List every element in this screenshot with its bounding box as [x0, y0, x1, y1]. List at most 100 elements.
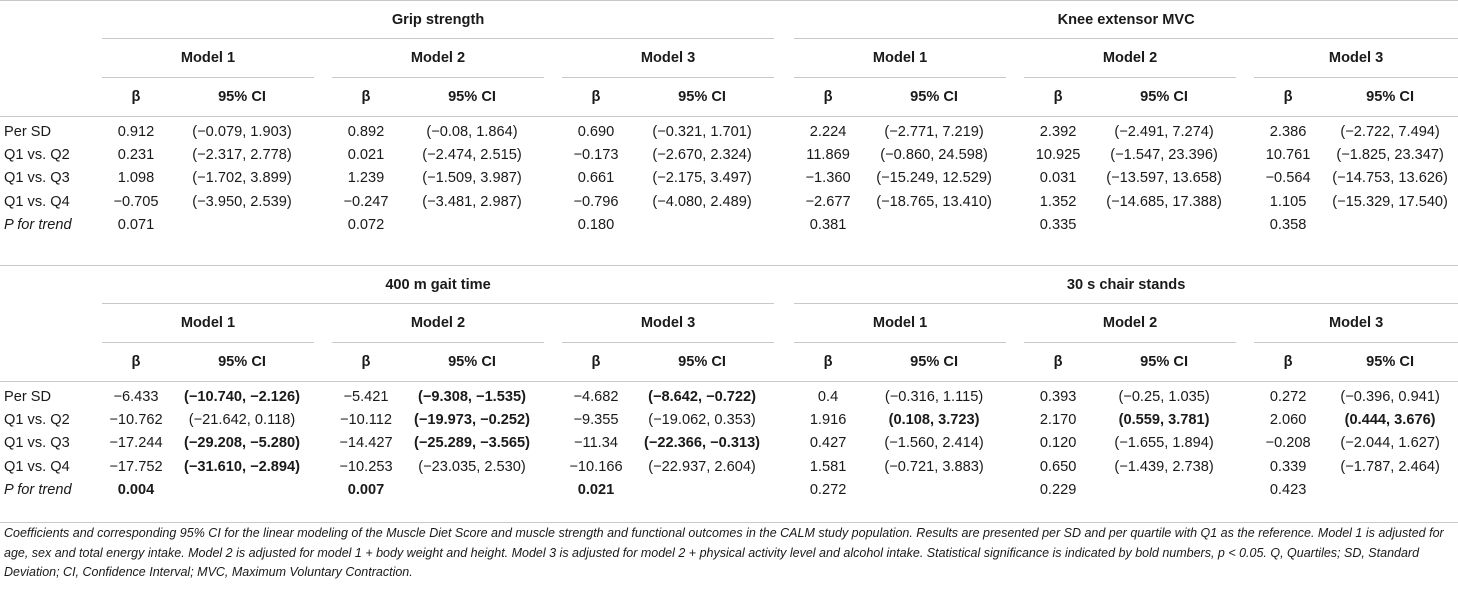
gap-cell — [774, 479, 794, 502]
gap-cell — [1236, 214, 1254, 237]
ci-value: (−0.079, 1.903) — [192, 123, 292, 140]
gap-cell — [1006, 479, 1024, 502]
row-label-text: Q1 vs. Q2 — [4, 412, 70, 429]
gap-row — [0, 237, 1458, 247]
ci-value: (−1.787, 2.464) — [1340, 458, 1440, 475]
beta-value: −14.427 — [339, 435, 393, 452]
gap-cell — [544, 455, 562, 478]
beta-value: −0.208 — [1265, 435, 1311, 452]
model-header: Model 2 — [332, 38, 544, 78]
gap-cell — [1006, 408, 1024, 431]
gap-cell — [1006, 117, 1024, 144]
beta-value: 0.335 — [1039, 217, 1077, 234]
beta-value: 0.231 — [117, 147, 155, 164]
beta-value: 0.339 — [1269, 458, 1307, 475]
ci-value: (−0.721, 3.883) — [884, 458, 984, 475]
corner-cell — [0, 39, 102, 78]
gap-cell — [774, 2, 794, 39]
gap-cell — [1236, 117, 1254, 144]
table-row: Per SD −6.433 (−10.740, −2.126) −5.421 (−9.3… — [0, 382, 1458, 409]
gap-cell — [774, 167, 794, 190]
gap-cell — [774, 267, 794, 304]
beta-value: −17.752 — [109, 458, 163, 475]
ci-value: (−1.547, 23.396) — [1110, 147, 1218, 164]
gap-cell — [1006, 77, 1025, 117]
ci-value — [400, 479, 544, 502]
gap-cell — [314, 455, 332, 478]
beta-value: 1.105 — [1269, 193, 1307, 210]
beta-value: −6.433 — [113, 388, 159, 405]
beta-value: 0.661 — [577, 170, 615, 187]
gap-cell — [314, 304, 332, 343]
row-label-text: Q1 vs. Q2 — [4, 147, 70, 164]
gap-cell — [544, 143, 562, 166]
ci-value: (−18.765, 13.410) — [876, 193, 992, 210]
ci-value: (−31.610, −2.894) — [183, 458, 301, 475]
beta-value: 0.229 — [1039, 482, 1077, 499]
gap-cell — [544, 214, 562, 237]
ci-value: (−2.670, 2.324) — [652, 147, 752, 164]
gap-cell — [774, 408, 794, 431]
beta-value: −11.34 — [574, 435, 618, 452]
ci-value: (0.559, 3.781) — [1118, 412, 1210, 429]
table-row: Q1 vs. Q2 0.231 (−2.317, 2.778) 0.021 (−2.47… — [0, 143, 1458, 166]
gap-cell — [544, 117, 562, 144]
beta-value: −10.166 — [569, 458, 623, 475]
ci-value: (−3.481, 2.987) — [422, 193, 522, 210]
outcome-title-left: 400 m gait time — [102, 267, 775, 304]
ci-value: (−0.25, 1.035) — [1118, 388, 1210, 405]
gap-cell — [544, 432, 562, 455]
gap-cell — [1236, 342, 1255, 382]
table-row: Q1 vs. Q4 −17.752 (−31.610, −2.894) −10.253… — [0, 455, 1458, 478]
ci-header: 95% CI — [630, 342, 775, 382]
gap-cell — [314, 479, 332, 502]
row-label-text: Q1 vs. Q3 — [4, 170, 70, 187]
ci-value — [1092, 214, 1236, 237]
ci-value: (−1.702, 3.899) — [192, 170, 292, 187]
ci-header: 95% CI — [400, 342, 544, 382]
table-row: Q1 vs. Q3 1.098 (−1.702, 3.899) 1.239 (−1.50… — [0, 167, 1458, 190]
table-footnote: Coefficients and corresponding 95% CI fo… — [4, 526, 1444, 579]
beta-value: −10.112 — [339, 412, 393, 429]
beta-value: 10.925 — [1035, 147, 1081, 164]
beta-value: 0.021 — [347, 147, 385, 164]
gap-cell — [544, 39, 562, 78]
ci-value: (−1.509, 3.987) — [422, 170, 522, 187]
beta-value: 0.272 — [1269, 388, 1307, 405]
ci-value — [630, 479, 774, 502]
gap-cell — [544, 304, 562, 343]
table-row: Q1 vs. Q2 −10.762 (−21.642, 0.118) −10.112 (… — [0, 408, 1458, 431]
gap-cell — [544, 342, 562, 382]
gap-cell — [314, 382, 332, 409]
row-label: P for trend — [0, 214, 102, 237]
ci-value — [170, 214, 314, 237]
ci-value: (−0.396, 0.941) — [1340, 388, 1440, 405]
beta-value: −5.421 — [343, 388, 389, 405]
corner-cell — [0, 267, 102, 304]
beta-header: β — [562, 77, 630, 117]
ci-value: (−22.366, −0.313) — [644, 435, 761, 452]
beta-value: 0.031 — [1039, 170, 1077, 187]
beta-value: −17.244 — [109, 435, 163, 452]
gap-cell — [1006, 143, 1024, 166]
gap-cell — [1236, 455, 1254, 478]
gap-cell — [1236, 479, 1254, 502]
gap-cell — [544, 190, 562, 213]
ci-header: 95% CI — [170, 77, 314, 117]
ci-value: (−2.044, 1.627) — [1340, 435, 1440, 452]
ci-value: (−4.080, 2.489) — [652, 193, 752, 210]
gap-cell — [314, 342, 332, 382]
ci-value — [170, 479, 314, 502]
beta-value: 2.170 — [1039, 412, 1077, 429]
beta-value: −10.253 — [339, 458, 393, 475]
outcome-title-right: 30 s chair stands — [794, 267, 1458, 304]
beta-value: 0.120 — [1039, 435, 1077, 452]
ci-header: 95% CI — [1322, 342, 1458, 382]
beta-header: β — [1254, 342, 1323, 382]
gap-cell — [1006, 190, 1024, 213]
ci-value: (−2.317, 2.778) — [192, 147, 292, 164]
gap-cell — [544, 382, 562, 409]
ci-value: (−2.491, 7.274) — [1114, 123, 1214, 140]
gap-cell — [774, 39, 794, 78]
beta-value: 0.650 — [1039, 458, 1077, 475]
